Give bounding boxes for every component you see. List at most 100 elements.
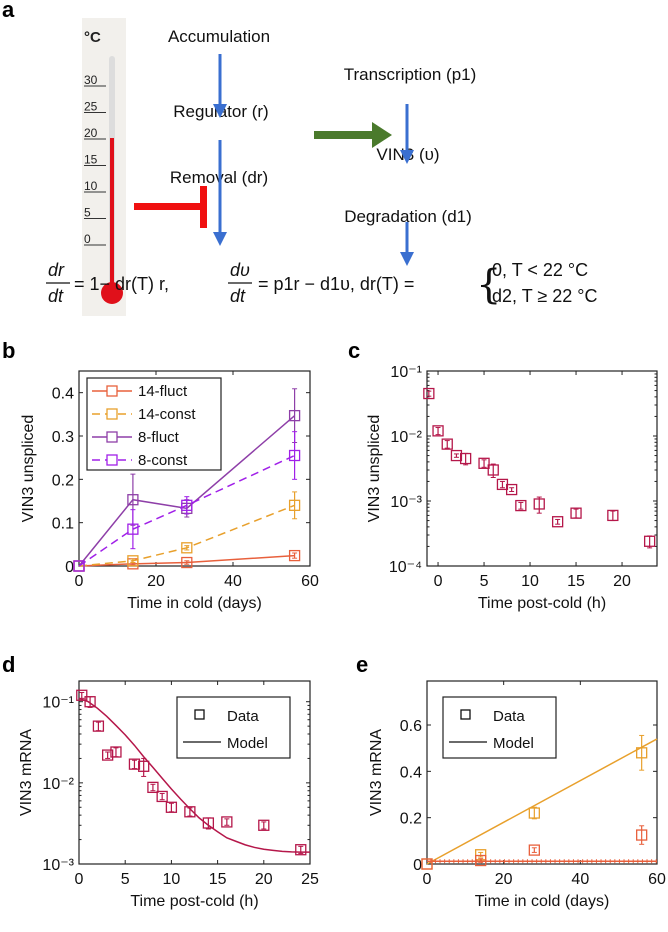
data-point <box>110 746 122 758</box>
data-point <box>450 449 463 462</box>
data-point <box>181 499 193 511</box>
y-tick-label: 0.4 <box>52 386 74 403</box>
legend-label-data: Data <box>227 708 259 725</box>
eq-frac2-den: dt <box>230 286 246 306</box>
y-tick-label: 10⁻³ <box>42 857 74 874</box>
eq-case1: 0, T < 22 °C <box>492 260 588 280</box>
data-point <box>441 438 453 450</box>
series-line <box>78 697 310 853</box>
y-tick-label: 10⁻³ <box>390 494 422 511</box>
panel-label-a: a <box>2 0 15 22</box>
thermometer-tick-label: 25 <box>84 100 98 114</box>
legend-label-model: Model <box>227 735 268 752</box>
blue-arrow-removal <box>213 140 227 246</box>
data-point <box>127 494 139 506</box>
data-point <box>73 560 85 572</box>
series-line <box>78 504 295 567</box>
thermometer-tick-label: 20 <box>84 126 98 140</box>
legend-marker <box>460 709 471 720</box>
data-point <box>288 549 301 562</box>
eq-frac1-den: dt <box>48 286 64 306</box>
data-point <box>421 858 433 870</box>
x-tick-label: 0 <box>75 573 84 590</box>
blue-arrow-transcription <box>400 104 414 164</box>
x-tick-label: 5 <box>480 573 489 590</box>
legend-label: 14-const <box>138 406 196 423</box>
panel-label-e: e <box>356 652 368 677</box>
x-axis-label: Time post-cold (h) <box>130 893 258 910</box>
x-tick-label: 5 <box>121 871 130 888</box>
legend-marker <box>106 454 118 466</box>
y-axis-label: VIN3 unspliced <box>366 415 383 523</box>
series-line <box>78 454 295 567</box>
y-tick-label: 0.6 <box>400 718 422 735</box>
data-point <box>607 509 619 522</box>
data-point <box>181 556 193 569</box>
series-data <box>423 387 656 549</box>
blue-arrow-accumulation <box>213 54 227 118</box>
green-activation-arrow <box>314 122 392 148</box>
panel-label-b: b <box>2 338 15 363</box>
data-point <box>636 829 648 841</box>
legend-marker <box>106 385 118 397</box>
series-data <box>76 689 307 856</box>
data-point <box>551 516 564 528</box>
data-point <box>165 801 178 813</box>
thermometer-unit: °C <box>84 29 101 46</box>
data-point <box>92 720 105 732</box>
legend-label: 8-const <box>138 452 188 469</box>
data-point <box>156 790 168 803</box>
legend: 14-fluct 14-const 8-fluct 8-const <box>86 377 222 471</box>
x-tick-label: 60 <box>648 871 666 888</box>
legend-label: 14-fluct <box>138 383 188 400</box>
x-tick-label: 60 <box>301 573 319 590</box>
eq-frac1-num: dr <box>48 260 65 280</box>
legend-marker <box>194 709 205 720</box>
blue-arrow-degradation <box>400 222 414 266</box>
data-point <box>505 483 518 496</box>
series-14-fluct <box>73 549 301 572</box>
data-point <box>570 507 582 519</box>
data-point <box>127 555 139 567</box>
data-point <box>138 760 150 772</box>
y-tick-label: 0.1 <box>52 516 74 533</box>
data-point <box>432 425 444 437</box>
degradation-label: Degradation (d1) <box>344 207 472 226</box>
chart-e: 0 20 40 60 0 0.2 0.4 0.6 Time in cold (days) VIN3… <box>368 680 666 910</box>
legend-label-model: Model <box>493 735 534 752</box>
series-line <box>78 554 295 567</box>
x-tick-label: 0 <box>423 871 432 888</box>
x-tick-label: 20 <box>613 573 631 590</box>
plot-frame <box>426 370 658 567</box>
y-tick-label: 10⁻¹ <box>390 364 422 381</box>
x-tick-label: 0 <box>434 573 443 590</box>
data-point <box>533 498 545 510</box>
thermometer-tick-label: 5 <box>84 206 91 220</box>
eq-frac2-num: dυ <box>230 260 250 280</box>
accumulation-label: Accumulation <box>168 27 270 46</box>
thermometer-tick-label: 15 <box>84 153 98 167</box>
thermometer-tick-label: 0 <box>84 232 91 246</box>
y-tick-label: 10⁻⁴ <box>389 559 422 576</box>
eq-rhs2: = p1r − d1υ, dr(T) = <box>258 274 414 294</box>
thermometer-image: °C 30 25 20 15 10 5 0 <box>82 18 126 316</box>
x-tick-label: 15 <box>567 573 585 590</box>
data-point <box>528 844 540 856</box>
legend-box <box>442 696 557 759</box>
chart-b: 0 20 40 60 0 0.1 0.2 0.3 0.4 Time in cold (days) V… <box>20 370 319 612</box>
data-point <box>528 807 540 819</box>
series-8-const <box>73 431 301 572</box>
x-tick-label: 40 <box>571 871 589 888</box>
x-tick-label: 0 <box>75 871 84 888</box>
data-point <box>459 452 472 465</box>
data-point <box>76 689 88 701</box>
data-point <box>127 523 139 535</box>
transcription-label: Transcription (p1) <box>344 65 477 84</box>
data-point <box>423 387 435 400</box>
chart-d: 0 5 10 15 20 25 10⁻¹ 10⁻² 10⁻³ Time post-cold (h)… <box>18 680 319 910</box>
thermometer-tick-label: 30 <box>84 73 98 87</box>
y-tick-label: 10⁻² <box>390 429 422 446</box>
data-point <box>295 844 307 856</box>
x-tick-label: 20 <box>255 871 273 888</box>
